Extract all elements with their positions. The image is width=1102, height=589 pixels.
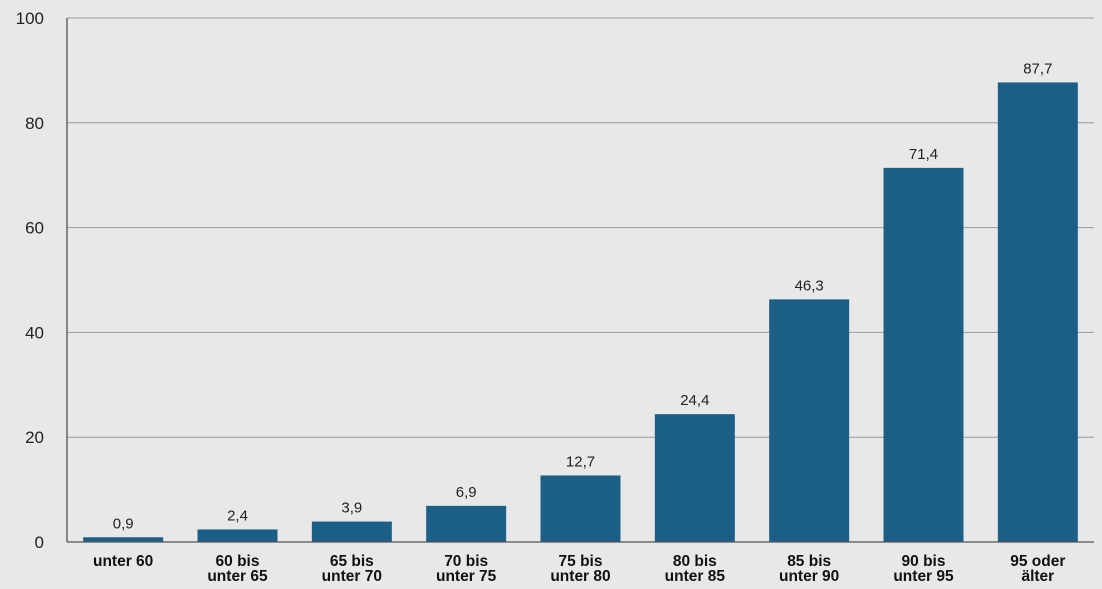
value-label: 71,4 <box>909 146 938 163</box>
value-labels: 0,9 2,4 3,9 6,9 12,7 24,4 46,3 71,4 87,7 <box>113 60 1053 532</box>
x-tick-label: 80 bis <box>673 553 717 570</box>
value-label: 24,4 <box>680 392 709 409</box>
y-axis-ticks: 0 20 40 60 80 100 <box>16 9 44 552</box>
x-tick-label: unter 80 <box>550 568 610 585</box>
value-label: 46,3 <box>795 277 824 294</box>
y-tick-label: 40 <box>25 323 44 342</box>
bar <box>426 505 507 542</box>
y-tick-label: 80 <box>25 114 44 133</box>
x-tick-label: 90 bis <box>902 553 946 570</box>
bar <box>311 521 392 542</box>
value-label: 87,7 <box>1023 60 1052 77</box>
x-tick-label: 60 bis <box>216 553 260 570</box>
value-label: 0,9 <box>113 515 134 532</box>
x-tick-label: 75 bis <box>559 553 603 570</box>
bar <box>997 82 1078 543</box>
bar <box>83 537 164 542</box>
y-tick-label: 20 <box>25 428 44 447</box>
x-tick-label: unter 75 <box>436 568 497 585</box>
axes <box>66 18 1094 543</box>
y-tick-label: 0 <box>35 533 44 552</box>
x-tick-label: älter <box>1021 568 1054 585</box>
x-tick-label: 85 bis <box>787 553 831 570</box>
x-tick-label: unter 90 <box>779 568 839 585</box>
bar <box>540 475 621 542</box>
bars <box>83 82 1078 543</box>
x-tick-label: 65 bis <box>330 553 374 570</box>
bar <box>654 414 735 542</box>
bar <box>197 529 278 542</box>
bar <box>883 167 964 542</box>
value-label: 3,9 <box>341 500 362 517</box>
x-tick-label: unter 85 <box>665 568 726 585</box>
value-label: 12,7 <box>566 453 595 470</box>
x-tick-label: 70 bis <box>444 553 488 570</box>
x-tick-label: unter 65 <box>207 568 268 585</box>
x-tick-label: 95 oder <box>1010 553 1065 570</box>
y-tick-label: 100 <box>16 9 44 28</box>
x-tick-label: unter 60 <box>93 553 153 570</box>
bar <box>769 299 850 542</box>
x-tick-label: unter 95 <box>893 568 954 585</box>
value-label: 2,4 <box>227 507 248 524</box>
value-label: 6,9 <box>456 484 477 501</box>
y-tick-label: 60 <box>25 219 44 238</box>
x-tick-label: unter 70 <box>322 568 382 585</box>
